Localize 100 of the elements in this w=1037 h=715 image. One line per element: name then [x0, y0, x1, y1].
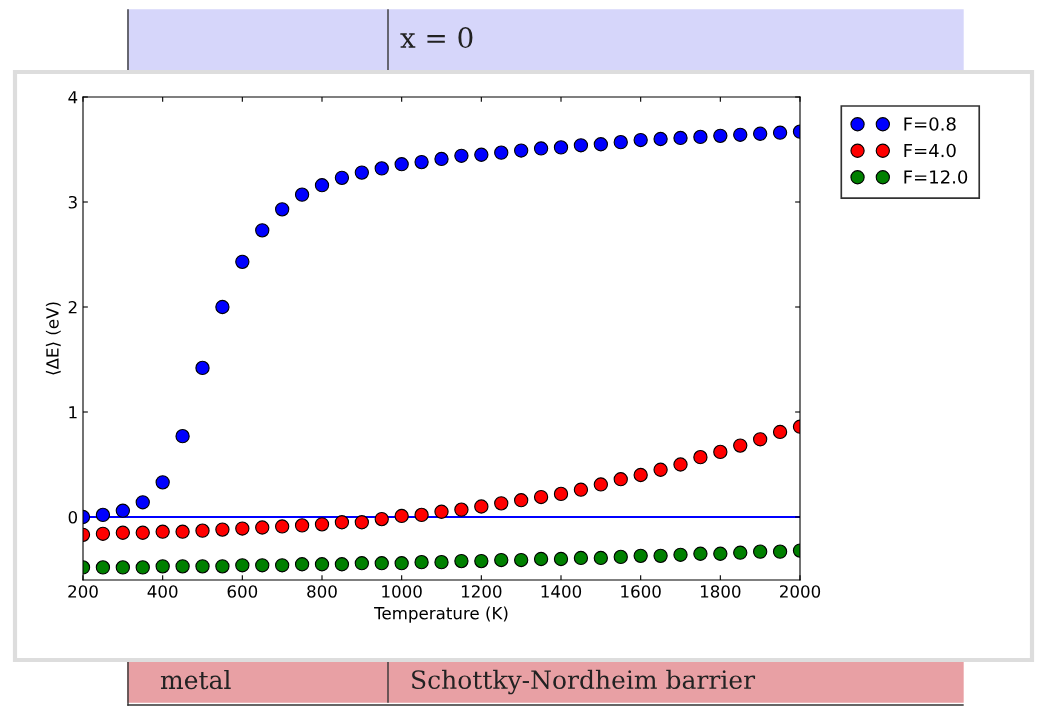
point [414, 554, 429, 570]
point [593, 550, 608, 566]
point [374, 511, 389, 527]
point [613, 472, 628, 487]
point [753, 126, 768, 141]
x-tick-label: 1800 [700, 585, 741, 598]
point [115, 525, 130, 540]
point [514, 552, 529, 568]
point [753, 432, 768, 447]
y-tick-label: 0 [68, 510, 78, 524]
point [314, 557, 330, 572]
point [135, 525, 150, 540]
point [693, 546, 708, 561]
point [474, 499, 489, 514]
x-tick-label: 1200 [461, 585, 502, 598]
point [95, 507, 111, 523]
point [653, 131, 668, 147]
point [593, 477, 608, 492]
point [215, 559, 230, 574]
text: x = 0 [400, 27, 473, 49]
point [713, 444, 728, 460]
point [235, 558, 250, 573]
y-tick-label: 1 [69, 406, 77, 419]
x-tick-label: 1000 [382, 585, 422, 598]
y-axis-title: ⟨ΔE⟩ (eV) [45, 302, 61, 375]
point [713, 546, 728, 561]
point [633, 548, 648, 564]
point [115, 503, 130, 518]
point [553, 140, 569, 155]
point [175, 524, 190, 539]
x-tick-label: 1600 [621, 585, 661, 598]
point [414, 507, 429, 523]
point [255, 558, 270, 573]
point [673, 130, 688, 146]
point [334, 557, 350, 572]
point [275, 558, 290, 573]
point [454, 502, 469, 517]
point [175, 559, 190, 574]
point [753, 544, 768, 559]
point [494, 496, 509, 511]
legend-label: F=0.8 [904, 117, 956, 131]
x-tick-label: 2000 [780, 585, 821, 598]
point [673, 547, 688, 562]
legend-label: F=12.0 [904, 170, 968, 184]
point [494, 145, 509, 160]
point [354, 165, 369, 180]
point [255, 520, 270, 535]
point [394, 157, 409, 172]
point [275, 202, 290, 217]
point [95, 560, 111, 575]
point [573, 482, 589, 497]
point [494, 552, 509, 568]
point [334, 170, 350, 186]
point [215, 522, 230, 537]
point [573, 138, 589, 153]
point [553, 486, 569, 502]
point [95, 526, 111, 541]
point [434, 554, 449, 570]
point [613, 134, 628, 150]
point [354, 556, 369, 571]
point [374, 161, 389, 176]
point [294, 518, 310, 533]
point [394, 556, 409, 571]
point [255, 223, 270, 238]
point [573, 550, 589, 566]
point [772, 544, 788, 559]
point [454, 148, 469, 163]
point [314, 178, 330, 193]
point [374, 556, 389, 571]
point [155, 524, 170, 539]
point [195, 360, 210, 376]
x-tick-label: 600 [227, 585, 258, 598]
point [394, 508, 409, 524]
point [135, 560, 150, 575]
point [334, 515, 350, 530]
x-tick-label: 400 [147, 585, 178, 598]
point [533, 551, 549, 567]
point [772, 424, 788, 440]
point [155, 475, 170, 490]
point [733, 545, 748, 560]
point [434, 151, 449, 167]
point [474, 147, 489, 162]
point [215, 299, 230, 315]
x-tick-label: 200 [68, 585, 98, 598]
point [653, 548, 668, 564]
point [474, 553, 489, 569]
point [275, 519, 290, 534]
point [673, 457, 688, 472]
point [772, 125, 788, 140]
x-axis-title: Temperature (K) [374, 606, 508, 623]
point [533, 141, 549, 156]
point [314, 517, 330, 532]
point [454, 553, 469, 569]
point [733, 438, 748, 453]
x-tick-label: 1400 [541, 585, 582, 598]
point [135, 495, 150, 510]
legend-label: F=4.0 [904, 143, 956, 158]
point [693, 449, 708, 465]
point [414, 154, 429, 170]
point [633, 132, 648, 148]
